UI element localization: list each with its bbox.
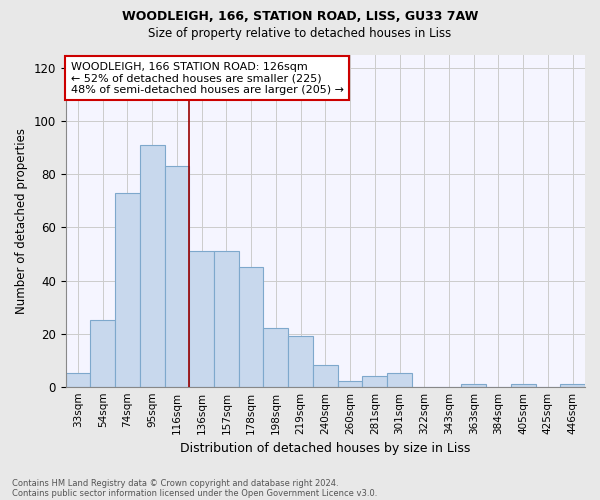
Bar [338,382,362,386]
Bar [313,366,338,386]
Bar [511,384,536,386]
Bar [115,193,140,386]
Bar [461,384,486,386]
Text: Size of property relative to detached houses in Liss: Size of property relative to detached ho… [148,28,452,40]
Y-axis label: Number of detached properties: Number of detached properties [15,128,28,314]
X-axis label: Distribution of detached houses by size in Liss: Distribution of detached houses by size … [180,442,470,455]
Bar [362,376,387,386]
Bar [65,374,91,386]
Text: Contains public sector information licensed under the Open Government Licence v3: Contains public sector information licen… [12,488,377,498]
Bar [387,374,412,386]
Text: WOODLEIGH, 166, STATION ROAD, LISS, GU33 7AW: WOODLEIGH, 166, STATION ROAD, LISS, GU33… [122,10,478,23]
Bar [239,268,263,386]
Bar [560,384,585,386]
Bar [140,145,164,386]
Bar [190,252,214,386]
Bar [164,166,190,386]
Bar [91,320,115,386]
Text: WOODLEIGH, 166 STATION ROAD: 126sqm
← 52% of detached houses are smaller (225)
4: WOODLEIGH, 166 STATION ROAD: 126sqm ← 52… [71,62,344,95]
Bar [263,328,288,386]
Text: Contains HM Land Registry data © Crown copyright and database right 2024.: Contains HM Land Registry data © Crown c… [12,478,338,488]
Bar [288,336,313,386]
Bar [214,252,239,386]
